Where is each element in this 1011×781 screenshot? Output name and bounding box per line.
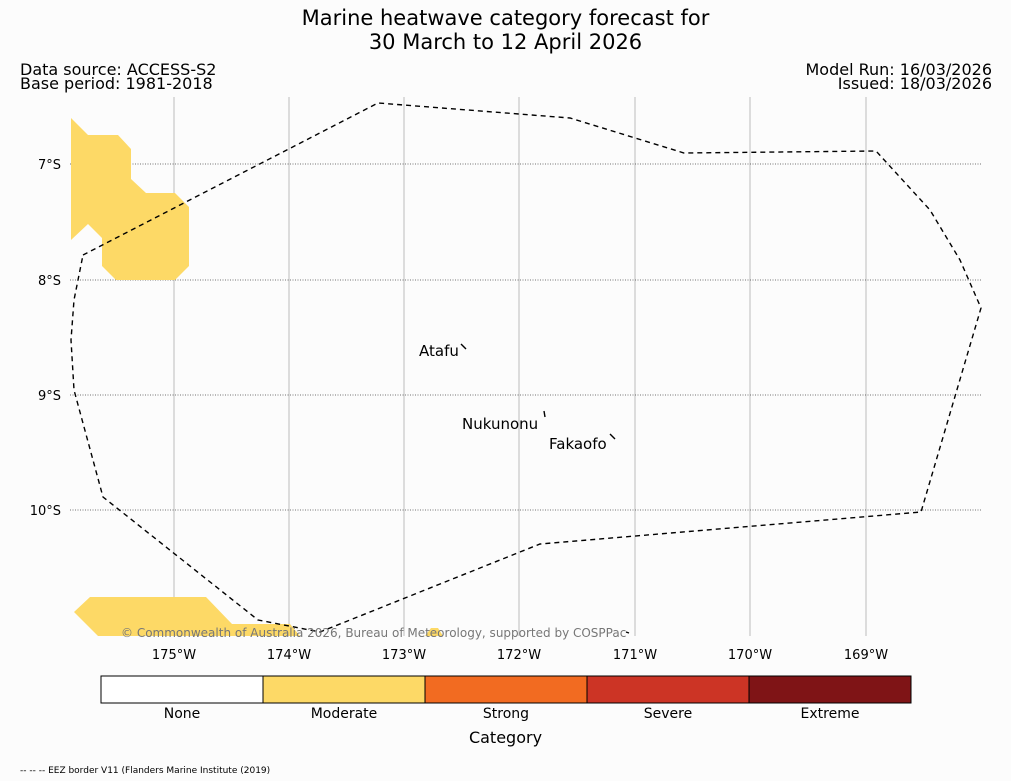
lat-label-8s: 8°S [38, 274, 61, 289]
eez-border [70, 102, 982, 633]
atafu-island-marker [460, 343, 467, 350]
legend-label-none: None [163, 706, 201, 722]
colorbar-swatch-severe [587, 676, 749, 703]
model-run-text: Model Run: 16/03/2026 [805, 60, 993, 79]
copyright-notice: © Commonwealth of Australia 2026, Bureau… [121, 626, 626, 640]
lon-label-172w: 172°W [497, 648, 541, 663]
nukunonu-island-marker [543, 410, 546, 418]
legend-title: Category [468, 728, 543, 747]
category-colorbar [100, 675, 912, 704]
lat-label-10s: 10°S [30, 504, 61, 519]
colorbar-swatch-strong [425, 676, 587, 703]
moderate-heatwave-area-south-small [425, 628, 443, 636]
lat-label-7s: 7°S [38, 158, 61, 173]
place-label-nukunonu: Nukunonu [462, 415, 538, 433]
legend-label-moderate: Moderate [310, 706, 378, 722]
place-label-fakaofo: Fakaofo [549, 435, 607, 453]
fakaofo-island-marker [609, 433, 616, 440]
lon-label-169w: 169°W [844, 648, 888, 663]
moderate-heatwave-area-north-west [71, 118, 189, 280]
place-label-atafu: Atafu [419, 342, 459, 360]
lon-label-174w: 174°W [267, 648, 311, 663]
legend-label-strong: Strong [482, 706, 530, 722]
colorbar-border [100, 675, 912, 704]
lon-label-175w: 175°W [152, 648, 196, 663]
eez-border-footnote: -- -- -- EEZ border V11 (Flanders Marine… [20, 766, 271, 776]
data-source-text: Data source: ACCESS-S2 [20, 60, 217, 79]
issued-text: Issued: 18/03/2026 [837, 74, 992, 93]
lon-label-171w: 171°W [613, 648, 657, 663]
colorbar-swatch-none [101, 676, 263, 703]
lon-label-170w: 170°W [728, 648, 772, 663]
lat-label-9s: 9°S [38, 389, 61, 404]
map-title-line-2: 30 March to 12 April 2026 [368, 30, 643, 54]
base-period-text: Base period: 1981-2018 [20, 74, 213, 93]
latitude-gridlines [70, 163, 982, 511]
colorbar-swatch-moderate [263, 676, 425, 703]
lon-label-173w: 173°W [382, 648, 426, 663]
longitude-gridlines [173, 97, 867, 636]
small-island-marker [625, 631, 630, 634]
moderate-heatwave-area-south-west [74, 597, 300, 636]
map-title-line-1: Marine heatwave category forecast for [301, 6, 710, 30]
legend-label-extreme: Extreme [800, 706, 860, 722]
legend-label-severe: Severe [643, 706, 693, 722]
map-frame [70, 97, 982, 636]
colorbar-swatch-extreme [749, 676, 911, 703]
